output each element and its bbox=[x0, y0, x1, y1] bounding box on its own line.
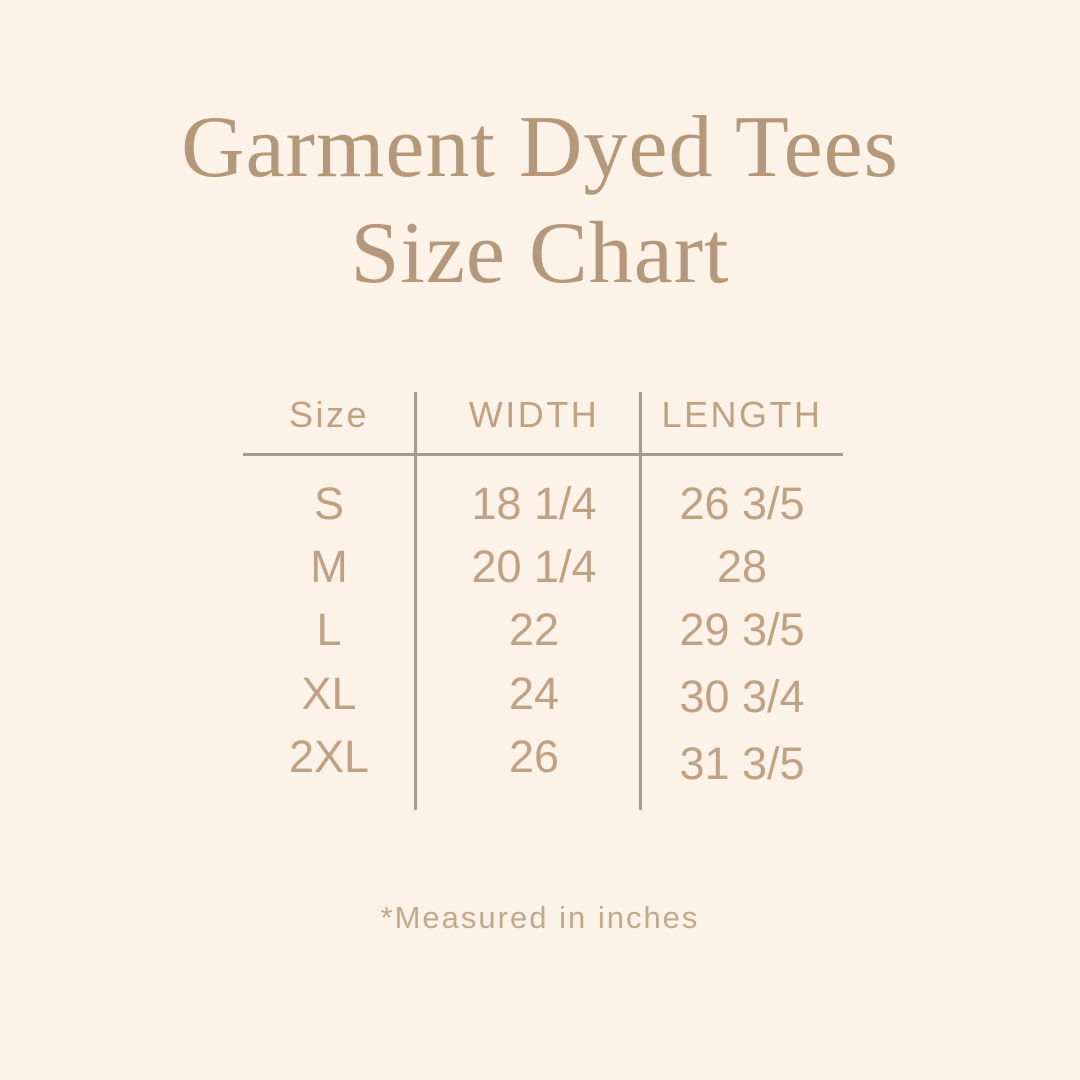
length-value-m: 28 bbox=[716, 541, 768, 592]
width-value-m: 20 1/4 bbox=[471, 541, 597, 592]
width-value-s: 18 1/4 bbox=[471, 478, 597, 529]
header-underline bbox=[243, 453, 843, 456]
page-title-line-1: Garment Dyed Tees bbox=[181, 99, 899, 196]
page-title: Garment Dyed Tees Size Chart bbox=[0, 95, 1080, 307]
column-header-length: LENGTH bbox=[661, 394, 823, 435]
column-header-size: Size bbox=[288, 394, 370, 435]
column-divider-size-width bbox=[414, 392, 417, 810]
page-title-line-2: Size Chart bbox=[350, 205, 730, 302]
length-value-xl: 30 3/4 bbox=[679, 671, 805, 722]
length-value-2xl: 31 3/5 bbox=[679, 738, 805, 789]
width-value-xl: 24 bbox=[508, 668, 560, 719]
column-header-width: WIDTH bbox=[468, 394, 600, 435]
width-value-2xl: 26 bbox=[508, 731, 560, 782]
width-value-l: 22 bbox=[508, 604, 560, 655]
size-label-xl: XL bbox=[301, 668, 357, 719]
length-value-l: 29 3/5 bbox=[679, 604, 805, 655]
length-value-s: 26 3/5 bbox=[679, 478, 805, 529]
measurement-note: *Measured in inches bbox=[380, 900, 700, 935]
size-label-s: S bbox=[313, 478, 344, 529]
size-label-m: M bbox=[310, 541, 348, 592]
size-label-l: L bbox=[316, 604, 342, 655]
size-label-2xl: 2XL bbox=[288, 731, 370, 782]
column-divider-width-length bbox=[639, 392, 642, 810]
